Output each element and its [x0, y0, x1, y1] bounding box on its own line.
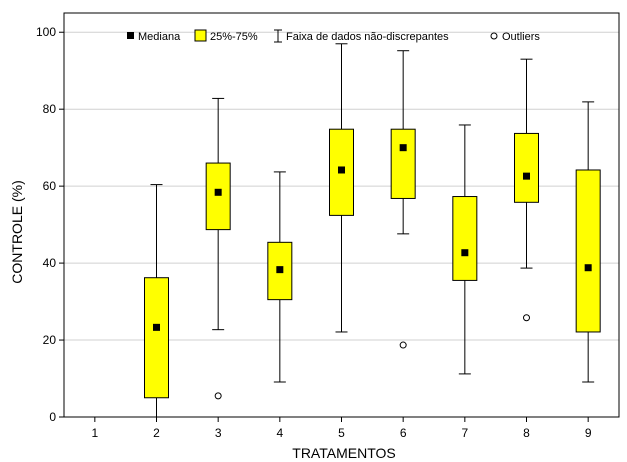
- median-marker: [276, 266, 284, 274]
- box-9: [575, 101, 601, 383]
- outlier-point: [399, 341, 407, 349]
- median-marker: [523, 172, 530, 180]
- y-tick-label: 40: [43, 256, 57, 270]
- legend-outliers-label: Outliers: [502, 31, 540, 43]
- box-3: [205, 97, 231, 400]
- x-tick-label: 9: [585, 426, 592, 440]
- median-marker: [584, 264, 592, 272]
- iqr-box: [205, 162, 231, 231]
- median-marker: [214, 188, 222, 196]
- legend-outlier-swatch: [490, 32, 498, 40]
- y-tick-label: 0: [49, 410, 56, 424]
- x-tick-label: 3: [215, 426, 222, 440]
- iqr-box: [452, 196, 478, 281]
- box-2: [144, 184, 169, 418]
- x-tick-label: 1: [91, 426, 98, 440]
- y-tick-label: 100: [36, 25, 56, 39]
- x-axis-label: TRATAMENTOS: [292, 445, 395, 461]
- legend-median-swatch: [127, 32, 134, 39]
- y-tick-label: 20: [43, 333, 57, 347]
- median-marker: [399, 144, 407, 152]
- x-tick-label: 5: [338, 426, 345, 440]
- x-tick-label: 8: [523, 426, 530, 440]
- axes-layer: 0 20 40 60 80 100 1 2 3 4 5 6 7 8 9: [36, 25, 592, 440]
- iqr-box: [390, 128, 416, 199]
- legend-whisker-label: Faixa de dados não-discrepantes: [286, 31, 449, 43]
- legend-box-label: 25%-75%: [210, 31, 258, 43]
- legend-box-swatch: [194, 29, 207, 42]
- legend: Mediana 25%-75% Faixa de dados não-discr…: [127, 29, 540, 43]
- box-5: [329, 43, 354, 333]
- median-marker: [461, 249, 469, 257]
- box-8: [514, 58, 539, 322]
- box-7: [452, 124, 478, 375]
- median-marker: [338, 166, 345, 174]
- iqr-box: [575, 169, 601, 333]
- box-6: [390, 50, 416, 349]
- median-marker: [153, 323, 160, 331]
- y-tick-label: 80: [43, 102, 57, 116]
- x-tick-label: 2: [153, 426, 160, 440]
- iqr-box: [514, 132, 539, 203]
- box-4: [267, 171, 293, 383]
- x-tick-label: 6: [400, 426, 407, 440]
- iqr-box: [144, 277, 169, 399]
- legend-median-label: Mediana: [138, 31, 181, 43]
- x-tick-label: 7: [461, 426, 468, 440]
- legend-whisker-swatch: [274, 29, 282, 43]
- boxes-layer: [144, 43, 601, 418]
- outlier-point: [523, 314, 530, 322]
- y-tick-label: 60: [43, 179, 57, 193]
- outlier-point: [214, 392, 222, 400]
- y-axis-label: CONTROLE (%): [9, 180, 25, 283]
- x-tick-label: 4: [276, 426, 283, 440]
